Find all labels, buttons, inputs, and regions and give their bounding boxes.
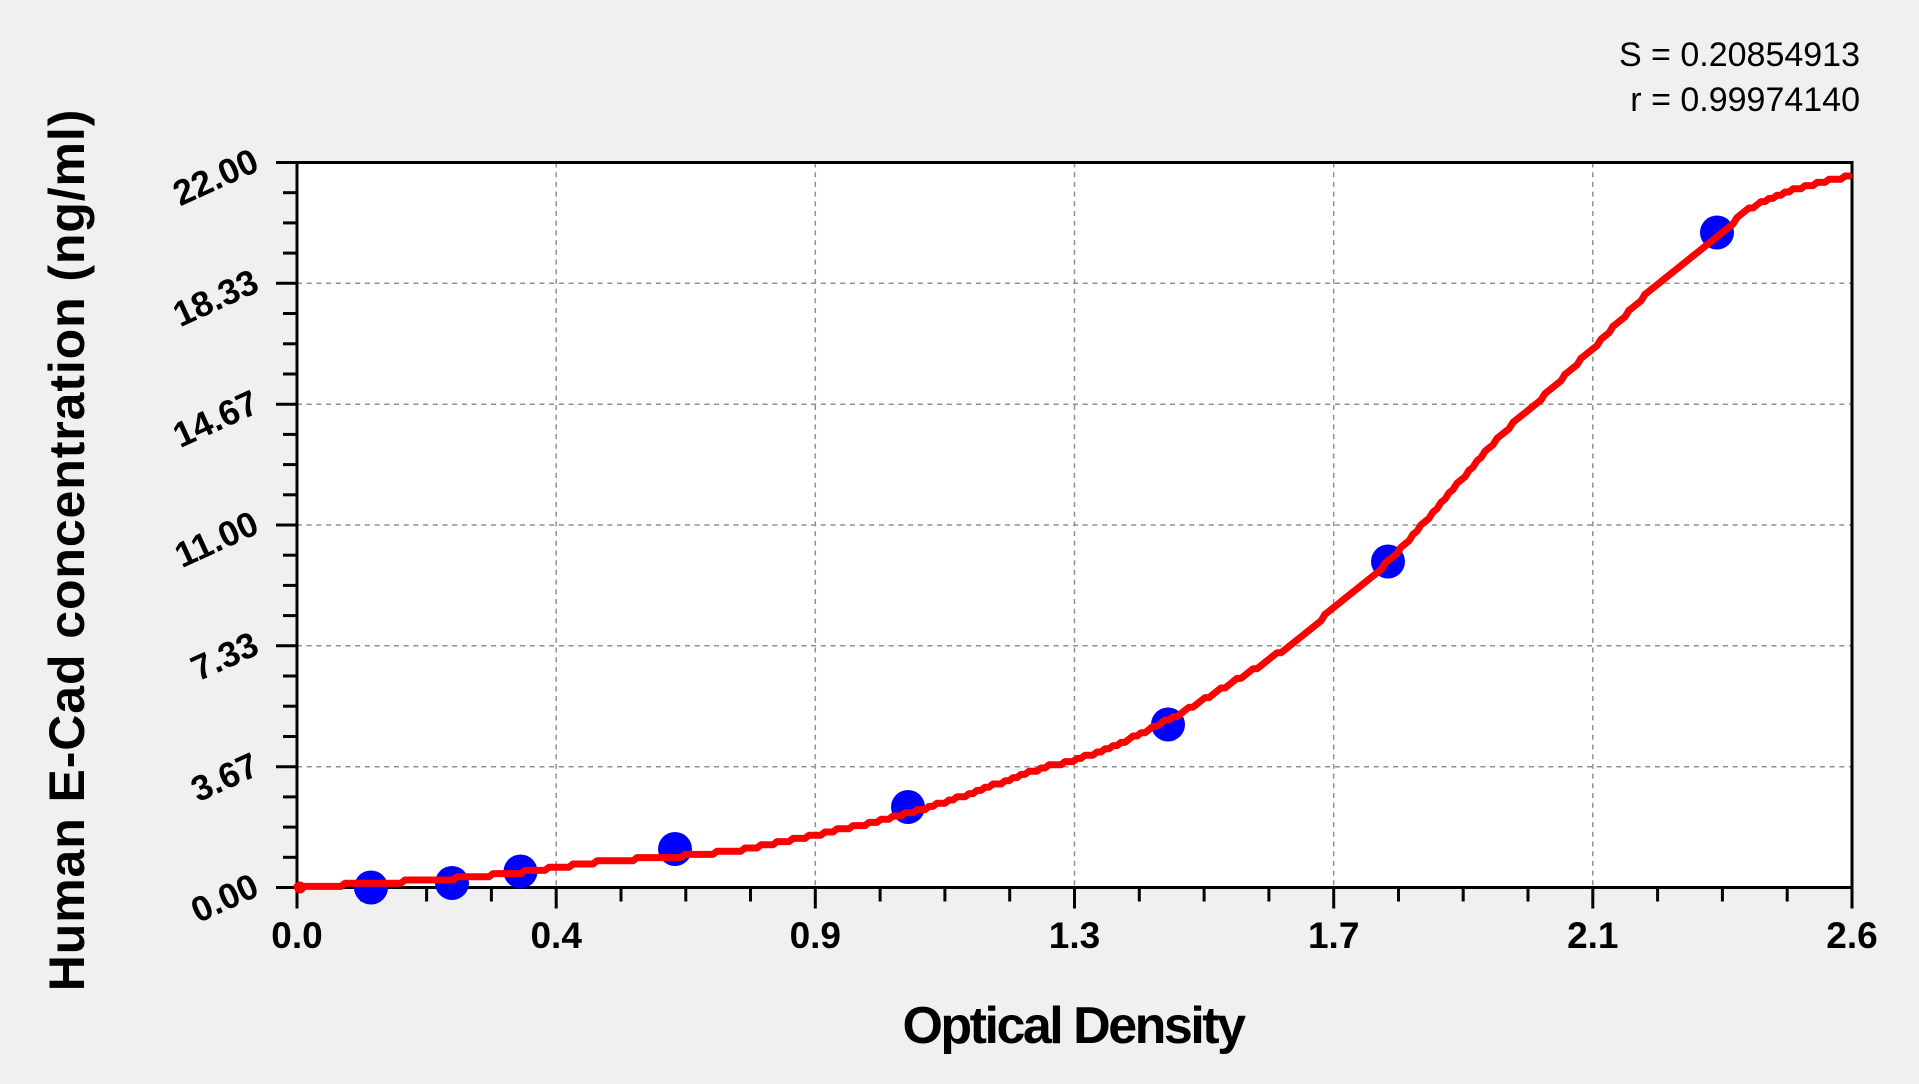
svg-text:0.9: 0.9 xyxy=(790,915,841,956)
svg-text:0.4: 0.4 xyxy=(530,915,582,956)
svg-text:0.0: 0.0 xyxy=(271,915,322,956)
svg-text:Human E-Cad concentration (ng/: Human E-Cad concentration (ng/ml) xyxy=(39,109,95,992)
svg-text:2.1: 2.1 xyxy=(1567,915,1618,956)
svg-text:2.6: 2.6 xyxy=(1826,915,1877,956)
svg-text:Optical Density: Optical Density xyxy=(902,997,1246,1055)
svg-text:S = 0.20854913: S = 0.20854913 xyxy=(1619,36,1860,74)
svg-text:1.3: 1.3 xyxy=(1049,915,1100,956)
svg-text:r = 0.99974140: r = 0.99974140 xyxy=(1630,81,1860,119)
svg-text:1.7: 1.7 xyxy=(1308,915,1359,956)
